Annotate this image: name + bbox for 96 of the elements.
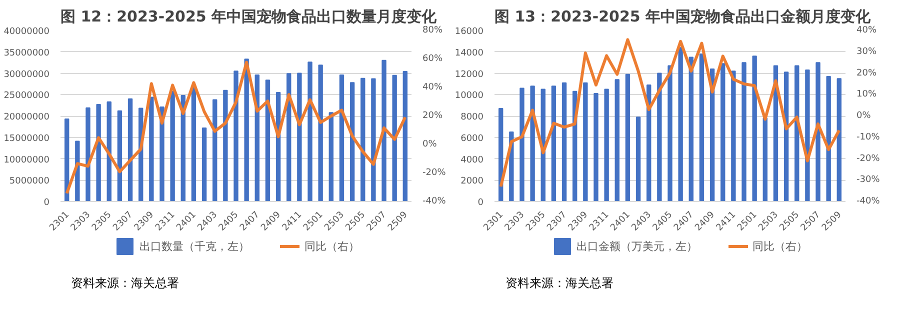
bar — [308, 62, 312, 202]
bar — [805, 70, 810, 202]
bar — [794, 65, 800, 202]
bar — [762, 118, 768, 202]
bar — [382, 60, 386, 202]
y2-tick-label: -40% — [422, 196, 446, 206]
bar — [64, 118, 70, 202]
y-tick-label: 35000000 — [4, 48, 50, 58]
bar — [234, 70, 238, 202]
bar — [614, 79, 620, 202]
bar — [96, 104, 101, 202]
bar — [530, 86, 535, 202]
bar — [202, 127, 207, 202]
bar — [106, 101, 112, 202]
y-tick-label: 0 — [478, 198, 484, 208]
y2-tick-label: 30% — [856, 46, 877, 57]
bar — [117, 110, 122, 202]
bar — [350, 82, 355, 202]
bar — [297, 72, 302, 202]
y-tick-label: 20000000 — [4, 112, 50, 122]
y-tick-label: 8000 — [460, 112, 484, 122]
y2-tick-label: 20% — [856, 68, 877, 78]
y2-tick-label: 40% — [422, 82, 443, 92]
bar — [86, 107, 90, 202]
y-tick-label: 16000 — [454, 27, 484, 37]
bar — [191, 86, 196, 202]
chart-title: 图 13：2023-2025 年中国宠物食品出口金额月度变化 — [494, 8, 872, 26]
y-tick-label: 12000 — [454, 70, 484, 80]
y2-tick-label: 20% — [422, 111, 443, 121]
y-tick-label: 30000000 — [4, 70, 50, 80]
y2-tick-label: -40% — [856, 196, 880, 206]
bar — [170, 90, 175, 202]
y-tick-label: 4000 — [460, 155, 484, 166]
chart-title: 图 12：2023-2025 年中国宠物食品出口数量月度变化 — [60, 8, 438, 26]
bar — [551, 86, 556, 202]
bar — [752, 56, 757, 202]
bar — [128, 98, 133, 202]
y-tick-label: 6000 — [460, 134, 484, 144]
y2-tick-label: 0% — [422, 140, 438, 150]
bar — [668, 65, 672, 202]
bar — [816, 62, 820, 202]
y-tick-label: 15000000 — [4, 134, 50, 144]
bar — [594, 93, 598, 202]
bar — [688, 56, 694, 202]
bar — [720, 63, 726, 202]
y2-tick-label: -30% — [856, 175, 880, 186]
y-tick-label: 10000000 — [4, 155, 50, 166]
bar — [265, 80, 270, 202]
y-tick-label: 0 — [44, 198, 50, 208]
text: 资料来源：海关总署 — [506, 276, 614, 290]
bar — [149, 96, 154, 202]
bar — [836, 78, 842, 202]
bar — [392, 74, 397, 202]
y2-tick-label: -20% — [422, 168, 446, 178]
y-tick-label: 5000000 — [9, 176, 50, 187]
bar — [520, 88, 524, 202]
bar — [212, 99, 218, 202]
bar — [371, 78, 376, 202]
bar — [402, 71, 408, 202]
bar — [583, 82, 588, 202]
y-tick-label: 10000 — [454, 91, 484, 102]
y-tick-label: 2000 — [460, 176, 484, 187]
legend-label: 同比（右） — [752, 238, 808, 254]
bar — [699, 54, 704, 202]
text: 资料来源：海关总署 — [71, 276, 180, 290]
legend-label: 同比（右） — [304, 238, 360, 254]
legend-label: 出口数量（千克，左） — [140, 238, 250, 254]
y2-tick-label: 80% — [422, 26, 443, 36]
bar — [562, 82, 567, 202]
y-tick-label: 14000 — [454, 48, 484, 58]
y2-tick-label: 0% — [856, 111, 872, 121]
legend-label: 出口金额（万美元，左） — [576, 238, 698, 254]
bar — [360, 78, 366, 202]
y2-tick-label: 60% — [422, 54, 443, 64]
y2-tick-label: -10% — [856, 132, 880, 142]
bar — [657, 72, 662, 202]
bar — [604, 88, 609, 202]
line-series — [65, 60, 407, 195]
bar — [625, 74, 630, 202]
bar — [636, 116, 641, 202]
bar — [318, 64, 323, 202]
y2-tick-label: 10% — [856, 90, 877, 100]
bar — [244, 58, 249, 202]
bar — [223, 90, 228, 202]
bar — [678, 47, 683, 202]
bar — [328, 112, 334, 202]
y2-tick-label: -20% — [856, 154, 880, 164]
y2-tick-label: 40% — [856, 26, 877, 36]
y-tick-label: 40000000 — [4, 27, 50, 37]
bar — [731, 70, 736, 202]
bar — [75, 140, 80, 202]
y-tick-label: 25000000 — [4, 91, 50, 102]
line-series — [499, 38, 841, 188]
bar — [826, 76, 831, 202]
bar — [742, 62, 746, 202]
bar — [339, 74, 344, 202]
